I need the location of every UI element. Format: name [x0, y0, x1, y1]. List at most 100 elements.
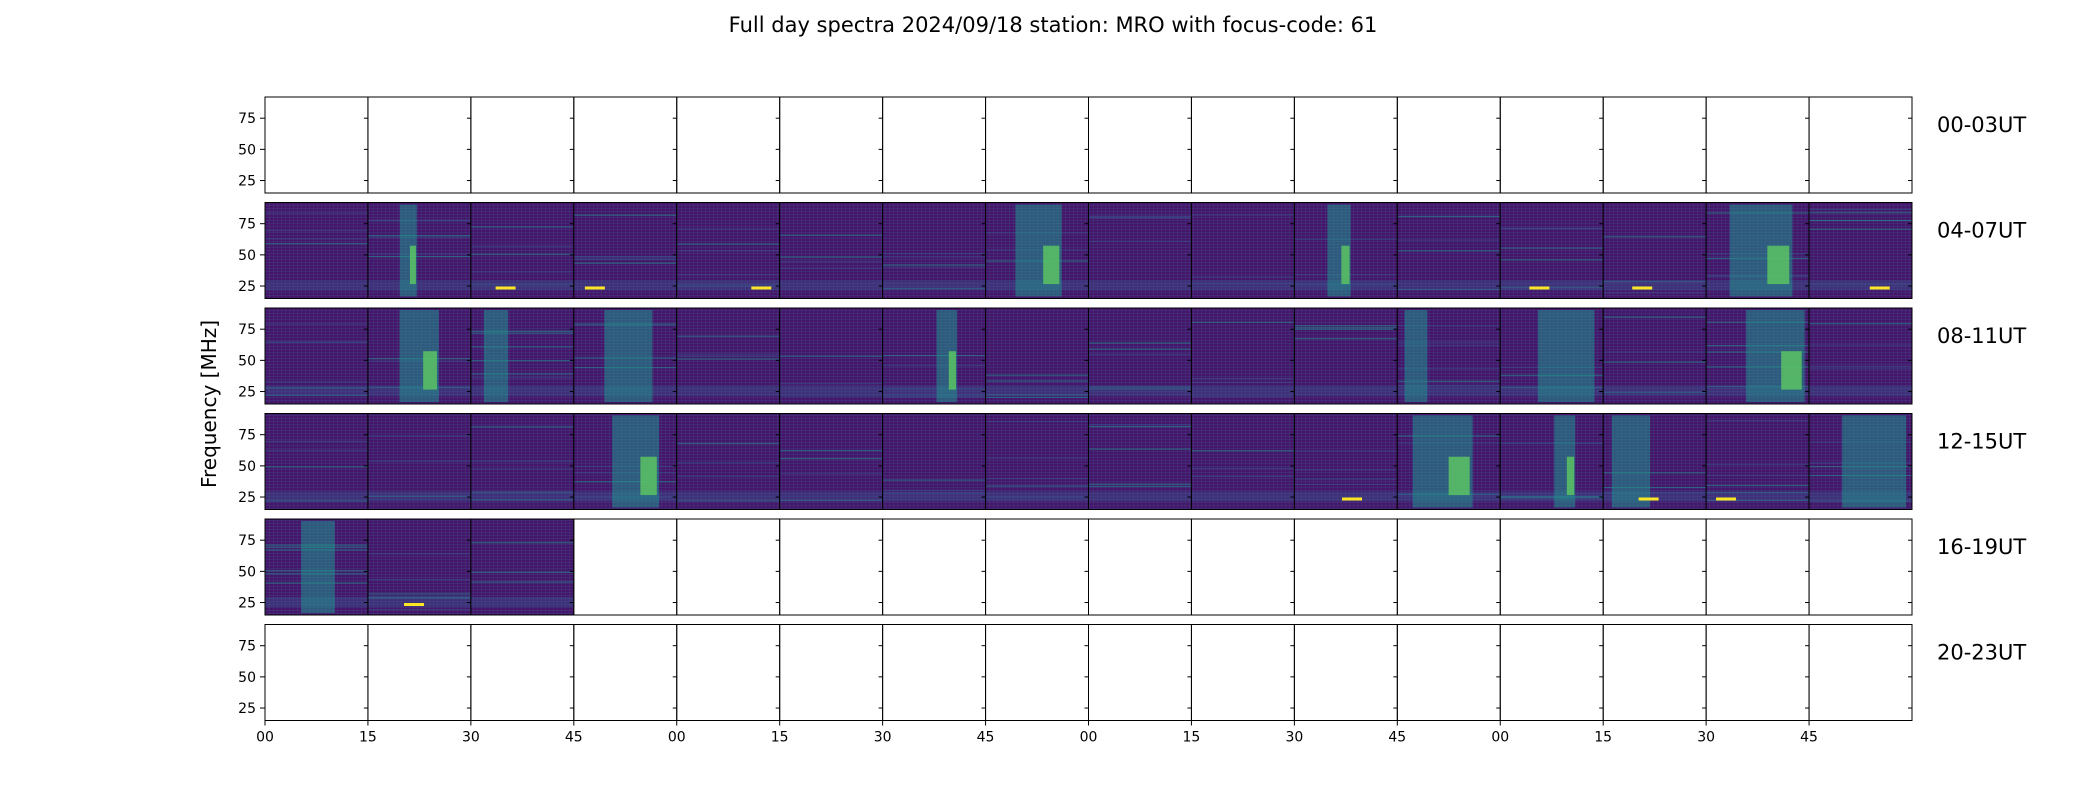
rfi-line — [1088, 388, 1192, 390]
rfi-line — [1500, 227, 1604, 230]
spectrum-background — [1706, 413, 1810, 510]
spectrum-panel — [676, 202, 781, 299]
rfi-line — [985, 420, 1089, 423]
spectrum-panel — [1396, 624, 1501, 721]
rfi-line — [1706, 474, 1810, 476]
burst-region — [1842, 415, 1907, 508]
rfi-line — [265, 381, 368, 383]
bright-spot — [1632, 286, 1653, 290]
spectrum-panel — [470, 518, 575, 616]
rfi-line — [1191, 467, 1295, 469]
rfi-line — [985, 380, 1089, 382]
panel-frame — [1396, 624, 1501, 721]
rfi-line — [1088, 215, 1192, 217]
panel-frame — [779, 96, 884, 194]
spectrum-panel — [367, 307, 472, 405]
panel-frame — [573, 96, 678, 194]
panel-frame — [1602, 96, 1707, 194]
rfi-line — [1397, 380, 1501, 382]
spectrum-panel — [882, 413, 987, 510]
spectrum-background — [882, 202, 986, 299]
rfi-line — [470, 377, 574, 379]
rfi-line — [882, 388, 986, 390]
rfi-line — [1500, 442, 1604, 444]
x-tick-label: 30 — [874, 730, 892, 746]
spectrum-panel — [882, 307, 987, 405]
panel-frame — [1705, 518, 1810, 616]
panel-frame — [1088, 518, 1192, 616]
row-label: 08-11UT — [1937, 324, 2026, 348]
rfi-line — [573, 214, 677, 216]
rfi-line — [676, 285, 780, 287]
panel-frame — [470, 624, 575, 721]
y-tick-label: 50 — [238, 353, 256, 369]
rfi-line — [1397, 288, 1501, 291]
rfi-line — [367, 593, 471, 595]
spectrum-panel — [1499, 96, 1604, 194]
spectrum-panel — [1602, 518, 1707, 616]
burst-core — [409, 245, 416, 285]
panel-row-08-11ut: 25 50 75 08-11UT — [238, 307, 2026, 405]
spectrum-panel — [676, 413, 781, 510]
rfi-line — [1397, 239, 1501, 241]
panel-frame — [1190, 624, 1295, 721]
rfi-line — [985, 396, 1089, 398]
rfi-line — [676, 355, 780, 358]
rfi-line — [1088, 217, 1192, 219]
low-band-noise — [779, 280, 883, 291]
rfi-line — [1191, 276, 1295, 278]
rfi-line — [573, 258, 677, 260]
rfi-line — [779, 234, 883, 236]
spectrum-panel — [1705, 518, 1810, 616]
rfi-line — [676, 243, 780, 245]
rfi-line — [882, 394, 986, 396]
panel-frame — [573, 518, 678, 616]
x-tick-label: 45 — [977, 730, 995, 746]
rfi-line — [367, 253, 471, 255]
spectrum-panel — [367, 413, 472, 510]
rfi-line — [367, 460, 471, 462]
spectrum-panel — [1088, 96, 1192, 194]
rfi-line — [1500, 287, 1604, 289]
spectrum-background — [573, 202, 677, 299]
low-band-noise — [470, 491, 574, 502]
rfi-line — [470, 499, 574, 501]
panel-frame — [264, 96, 369, 194]
burst-region — [1611, 415, 1651, 508]
rfi-line — [1397, 368, 1501, 370]
panel-frame — [985, 518, 1089, 616]
rfi-line — [265, 500, 368, 502]
spectrum-panel — [779, 96, 884, 194]
spectrum-background — [1088, 413, 1192, 510]
spectrum-panel — [470, 96, 575, 194]
spectrum-panel — [573, 413, 678, 510]
spectrum-panel — [985, 307, 1089, 405]
spectrum-panel — [1088, 413, 1192, 510]
spectrum-panel — [264, 518, 369, 616]
x-tick-label: 00 — [668, 730, 686, 746]
y-tick-label: 50 — [238, 142, 256, 158]
rfi-line — [367, 608, 471, 611]
low-band-noise — [573, 280, 677, 291]
panel-frame — [1088, 96, 1192, 194]
panel-frame — [1293, 96, 1398, 194]
spectrum-panel — [985, 413, 1089, 510]
burst-core — [1448, 456, 1470, 496]
low-band-noise — [1088, 386, 1192, 396]
spectrum-panel — [264, 202, 369, 299]
rfi-line — [779, 267, 883, 269]
spectrum-background — [779, 202, 883, 299]
bright-spot — [1869, 286, 1890, 290]
rfi-line — [367, 596, 471, 598]
burst-core — [1341, 245, 1350, 285]
y-tick-label: 75 — [238, 217, 256, 233]
low-band-noise — [367, 491, 471, 502]
spectrum-panel — [1396, 202, 1501, 299]
rfi-line — [470, 571, 574, 573]
rfi-line — [1191, 381, 1295, 383]
spectrum-panel — [1705, 202, 1810, 299]
spectrum-background — [265, 413, 368, 510]
y-tick-label: 25 — [238, 596, 256, 612]
rfi-line — [1088, 353, 1192, 355]
